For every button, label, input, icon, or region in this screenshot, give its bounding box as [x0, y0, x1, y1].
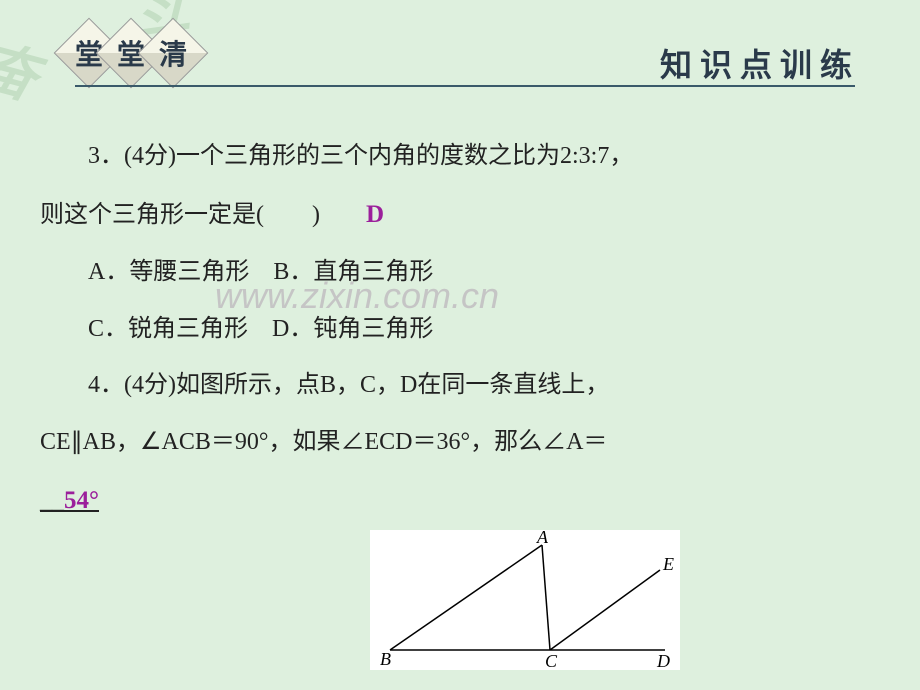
- main-content: 3．(4分)一个三角形的三个内角的度数之比为2:3:7， 则这个三角形一定是( …: [40, 130, 880, 532]
- q3-opt-d: D．钝角三角形: [272, 316, 433, 342]
- q3-options-cd: C．锐角三角形 D．钝角三角形: [40, 303, 880, 356]
- label-a: A: [536, 530, 549, 547]
- spacer2: [254, 316, 266, 342]
- header-badges: 堂 堂 清: [72, 28, 198, 78]
- q3-answer: D: [366, 201, 384, 228]
- watermark-left-char: 奋: [0, 19, 48, 115]
- q4-blank: __54°: [40, 488, 99, 514]
- line-ba: [390, 545, 542, 650]
- q3-options-ab: A．等腰三角形 B．直角三角形: [40, 246, 880, 299]
- q3-opt-c: C．锐角三角形: [88, 316, 248, 342]
- label-c: C: [545, 651, 558, 670]
- q4-line1: 4．(4分)如图所示，点B，C，D在同一条直线上，: [40, 359, 880, 412]
- badge-text-3: 清: [159, 33, 187, 73]
- q4-answer-line: __54°: [40, 473, 880, 528]
- q3-opt-b: B．直角三角形: [273, 259, 433, 285]
- q3-line1: 3．(4分)一个三角形的三个内角的度数之比为2:3:7，: [40, 130, 880, 183]
- q4-answer: 54°: [64, 487, 99, 514]
- q4-line2: CE∥AB，∠ACB＝90°，如果∠ECD＝36°，那么∠A＝: [40, 416, 880, 469]
- header-right-title: 知识点训练: [660, 40, 860, 86]
- q3-line2: 则这个三角形一定是( ): [40, 202, 320, 228]
- q3-opt-a: A．等腰三角形: [88, 259, 249, 285]
- spacer1: [255, 259, 267, 285]
- q4-blank-u: __: [40, 488, 64, 514]
- line-ce: [550, 570, 660, 650]
- badge-3: 清: [138, 18, 209, 89]
- geometry-diagram: A B C D E: [370, 530, 680, 670]
- label-d: D: [656, 651, 670, 670]
- label-b: B: [380, 649, 391, 669]
- q3-line2-row: 则这个三角形一定是( ) D: [40, 187, 880, 242]
- label-e: E: [662, 554, 674, 574]
- line-ac: [542, 545, 550, 650]
